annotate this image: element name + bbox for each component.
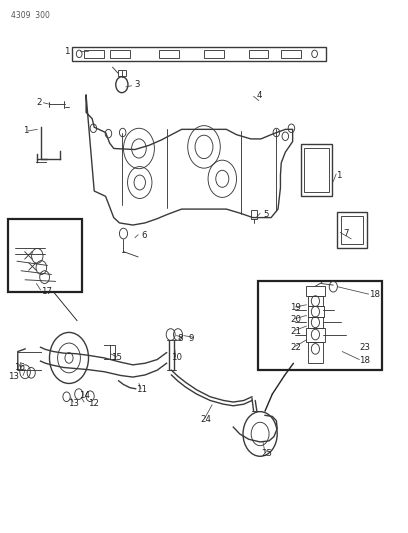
Text: 20: 20	[290, 315, 301, 324]
Text: 21: 21	[290, 327, 301, 336]
Text: 13: 13	[8, 372, 19, 381]
Text: 8: 8	[177, 334, 183, 343]
Text: 3: 3	[135, 79, 140, 88]
Text: 22: 22	[290, 343, 301, 352]
Text: 24: 24	[200, 415, 211, 424]
Text: 16: 16	[14, 363, 25, 372]
Text: 18: 18	[369, 290, 380, 299]
Text: 1: 1	[336, 171, 341, 180]
Bar	[159, 50, 179, 58]
Text: 1: 1	[23, 126, 29, 135]
Text: 6: 6	[141, 231, 146, 240]
Bar	[249, 50, 268, 58]
Text: 11: 11	[136, 385, 147, 394]
Bar	[304, 149, 329, 192]
Text: 14: 14	[79, 391, 90, 400]
Text: 4: 4	[257, 91, 262, 100]
Text: 10: 10	[171, 353, 182, 362]
Text: 23: 23	[359, 343, 370, 352]
Bar	[337, 212, 367, 248]
Bar	[8, 219, 82, 292]
Text: 25: 25	[261, 449, 272, 458]
Bar	[258, 281, 382, 370]
Bar	[308, 342, 323, 364]
Text: 12: 12	[88, 399, 99, 408]
Bar	[281, 50, 301, 58]
Bar	[301, 144, 333, 196]
Text: 18: 18	[359, 356, 370, 365]
Bar	[251, 210, 257, 219]
Text: 2: 2	[36, 98, 42, 107]
Bar	[204, 50, 224, 58]
Bar	[84, 50, 104, 58]
Text: 7: 7	[344, 229, 349, 238]
Bar	[306, 286, 325, 296]
Text: 13: 13	[68, 399, 79, 408]
Bar	[308, 306, 324, 317]
Bar	[308, 317, 323, 328]
Text: 5: 5	[263, 210, 268, 219]
Bar	[118, 70, 126, 76]
Text: 9: 9	[188, 334, 194, 343]
Bar	[341, 216, 364, 244]
Text: 17: 17	[40, 287, 51, 296]
Text: 1: 1	[64, 47, 69, 55]
Bar	[111, 50, 130, 58]
Bar	[308, 296, 323, 306]
Bar	[306, 328, 325, 342]
Text: 19: 19	[290, 303, 301, 312]
Text: 4309  300: 4309 300	[11, 11, 50, 20]
Bar	[72, 47, 326, 61]
Text: 15: 15	[111, 353, 122, 362]
